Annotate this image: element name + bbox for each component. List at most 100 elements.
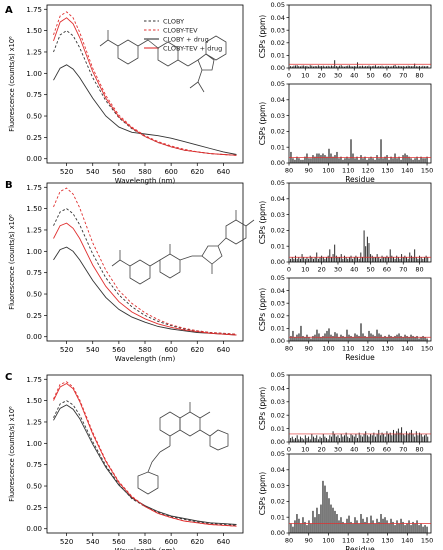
y-tick-label: 0.50 bbox=[26, 113, 42, 121]
csp-bar bbox=[344, 158, 346, 163]
csp-bar bbox=[334, 433, 336, 442]
csp-bar bbox=[364, 335, 366, 341]
csp-bar bbox=[386, 431, 388, 442]
csp-bar bbox=[386, 255, 388, 262]
csp-bar bbox=[391, 435, 393, 442]
csp-bar bbox=[334, 332, 336, 341]
csp-bar bbox=[344, 523, 346, 533]
csp-bar bbox=[300, 523, 302, 533]
x-tick-label: 580 bbox=[138, 538, 151, 546]
x-tick-label: 90 bbox=[305, 345, 313, 353]
csp-bar bbox=[410, 334, 412, 341]
csp-bar bbox=[400, 518, 402, 533]
csp-bar bbox=[328, 328, 330, 341]
csp-bar bbox=[396, 158, 398, 163]
csp-bar bbox=[314, 257, 316, 262]
csp-bar bbox=[330, 436, 332, 442]
series-line-2 bbox=[53, 64, 237, 155]
x-tick-label: 150 bbox=[421, 537, 433, 545]
csp-bar bbox=[360, 435, 362, 442]
csp-bar bbox=[389, 66, 391, 68]
csp-bar bbox=[400, 159, 402, 163]
y-tick-label: 0.75 bbox=[26, 461, 42, 469]
csp-bar bbox=[300, 325, 302, 341]
csp-bar bbox=[298, 66, 300, 68]
csp-bar bbox=[390, 335, 392, 341]
csp-bar bbox=[330, 334, 332, 341]
y-tick-label: 1.00 bbox=[26, 440, 42, 448]
csp-bar bbox=[397, 257, 399, 262]
csp-bar bbox=[329, 249, 331, 262]
csp-bar bbox=[374, 523, 376, 533]
csp-bar bbox=[396, 520, 398, 533]
csp-bar bbox=[420, 156, 422, 163]
csp-bar bbox=[396, 255, 398, 262]
csp-bar bbox=[321, 65, 323, 68]
x-tick-label: 70 bbox=[399, 72, 407, 80]
y-tick-label: 1.75 bbox=[26, 184, 42, 192]
y-tick-label: 0.25 bbox=[26, 312, 42, 320]
csp-bar bbox=[382, 337, 384, 341]
csp-bar bbox=[294, 159, 296, 163]
csp-bar bbox=[352, 337, 354, 341]
csp-bar bbox=[326, 330, 328, 341]
csp-bar bbox=[352, 435, 354, 442]
csp-bar bbox=[379, 258, 381, 262]
series-line-3 bbox=[53, 17, 237, 156]
csp-bar bbox=[340, 254, 342, 262]
csp-bar bbox=[394, 433, 396, 442]
y-tick-label: 0.05 bbox=[271, 371, 285, 379]
csp-bar bbox=[330, 65, 332, 68]
csp-bar bbox=[420, 433, 422, 442]
csp-bar bbox=[350, 255, 352, 262]
csp-bar bbox=[374, 335, 376, 341]
x-axis-label: Wavelength (nm) bbox=[115, 547, 176, 550]
csp-bar bbox=[313, 258, 314, 262]
csp-bar bbox=[358, 335, 360, 341]
plot-frame bbox=[288, 453, 432, 534]
csp-bar bbox=[328, 498, 330, 533]
y-tick-label: 0.01 bbox=[271, 425, 285, 433]
y-tick-label: 0.03 bbox=[271, 26, 285, 34]
csp-bar bbox=[319, 436, 321, 442]
y-axis-label: Fluorescence (counts/s) x10⁶ bbox=[8, 406, 16, 502]
csp-bar bbox=[394, 64, 396, 68]
csp-bar bbox=[298, 518, 300, 533]
csp-bar bbox=[290, 437, 292, 442]
y-tick-label: 0.75 bbox=[26, 269, 42, 277]
csp-bar bbox=[372, 520, 374, 533]
x-tick-label: 70 bbox=[399, 446, 407, 454]
csp-bar bbox=[339, 65, 341, 68]
csp-bar bbox=[329, 435, 331, 442]
csp-bar bbox=[397, 65, 399, 68]
csp-bar bbox=[404, 66, 406, 68]
x-tick-label: 50 bbox=[366, 446, 374, 454]
csp-bar bbox=[342, 335, 344, 341]
csp-bar bbox=[427, 257, 429, 262]
x-tick-label: 130 bbox=[381, 345, 393, 353]
csp-bar bbox=[365, 431, 367, 442]
csp-bar bbox=[402, 521, 404, 533]
csp-bar bbox=[350, 66, 352, 68]
x-tick-label: 560 bbox=[112, 538, 125, 546]
csp-bar bbox=[404, 334, 406, 341]
csp-bar bbox=[348, 257, 350, 262]
csp-bar bbox=[310, 158, 312, 163]
y-tick-label: 0.02 bbox=[271, 312, 285, 320]
csp-bar bbox=[330, 504, 332, 533]
y-tick-label: 1.75 bbox=[26, 6, 42, 14]
csp-bar bbox=[373, 432, 375, 442]
x-tick-label: 90 bbox=[305, 537, 313, 545]
csp-bar bbox=[342, 258, 344, 262]
csp-bar bbox=[376, 518, 378, 533]
csp-bar bbox=[414, 63, 416, 68]
csp-bar bbox=[358, 523, 360, 533]
csp-bar bbox=[326, 491, 328, 533]
csp-bar bbox=[352, 153, 354, 163]
csp-bar bbox=[388, 523, 390, 533]
csp-bar bbox=[298, 257, 300, 262]
y-tick-label: 0.04 bbox=[271, 466, 285, 474]
y-tick-label: 0.05 bbox=[271, 179, 285, 187]
csp-bar bbox=[295, 437, 296, 442]
